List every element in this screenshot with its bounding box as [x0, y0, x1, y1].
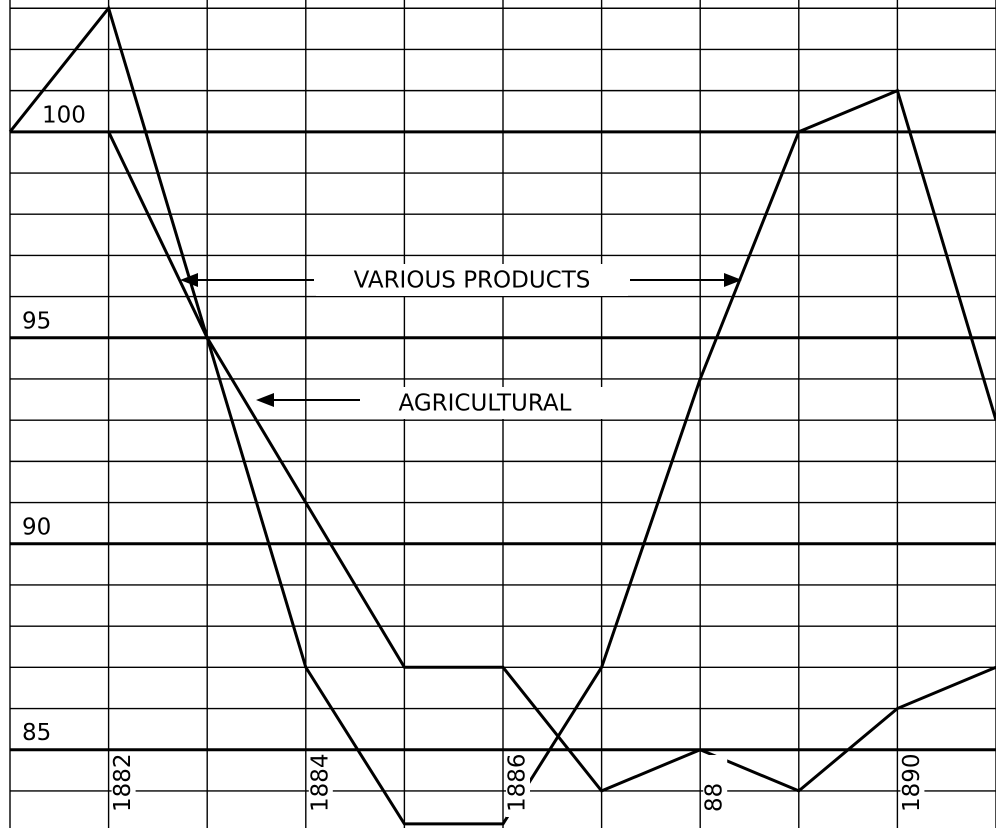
series-label: AGRICULTURAL [399, 391, 572, 417]
lines [8, 5, 996, 826]
y-tick-label: 90 [22, 514, 51, 540]
x-tick-label: 1884 [307, 753, 333, 812]
labels: 85 90 95 100 1882 1884 1886 88 1890 [20, 101, 925, 817]
x-tick-label: 1890 [899, 753, 925, 812]
arrow-head [724, 273, 742, 287]
label-background [20, 307, 62, 334]
x-tick-label: 1886 [505, 753, 531, 812]
label-background [111, 755, 136, 817]
y-tick-label: 85 [22, 720, 51, 746]
annotation-agricultural: AGRICULTURAL [256, 387, 608, 419]
label-background [703, 755, 728, 817]
data-line [8, 5, 996, 793]
x-tick-label: 88 [702, 783, 728, 812]
label-background [40, 101, 98, 128]
data-line [107, 88, 996, 826]
label-background [506, 755, 530, 817]
label-background [900, 755, 925, 817]
label-background [308, 755, 333, 817]
label-background [316, 264, 628, 296]
annotation-various: VARIOUS PRODUCTS [180, 264, 742, 296]
y-tick-label: 100 [42, 102, 86, 128]
x-tick-label: 1882 [110, 753, 136, 812]
arrow-head [180, 273, 198, 287]
label-background [20, 719, 62, 746]
label-background [362, 387, 608, 419]
y-tick-label: 95 [22, 308, 51, 334]
label-background [20, 513, 62, 540]
series-label: VARIOUS PRODUCTS [354, 268, 591, 294]
arrow-head [256, 393, 274, 407]
